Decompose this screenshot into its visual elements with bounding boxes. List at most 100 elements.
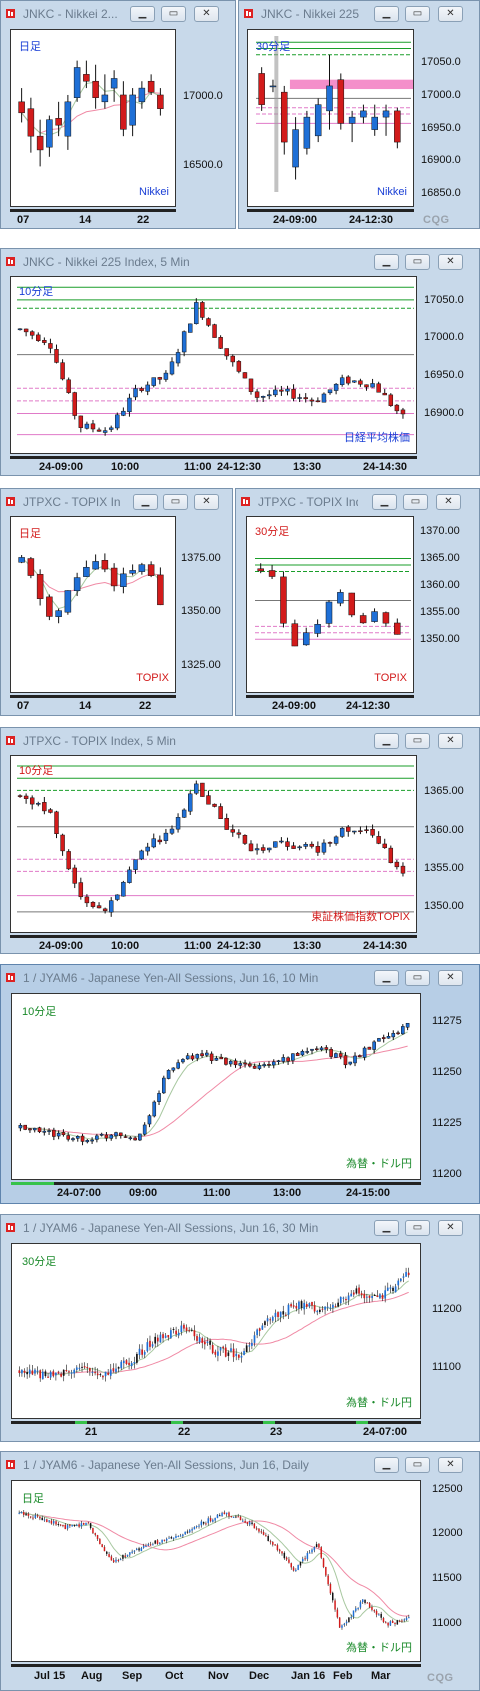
maximize-button[interactable]: ▭ (163, 494, 188, 510)
candle (278, 1548, 281, 1554)
candle-body (114, 1132, 118, 1137)
window-title: 1 / JYAM6 - Japanese Yen-All Sessions, J… (23, 1221, 319, 1235)
title-bar[interactable]: JTPXC - TOPIX In... ▁ ▭ ✕ (1, 489, 232, 515)
chart-window-yen-10min[interactable]: 1 / JYAM6 - Japanese Yen-All Sessions, J… (0, 964, 480, 1204)
candlestick-chart (18, 1267, 410, 1382)
close-button[interactable]: ✕ (438, 970, 463, 986)
candle (36, 119, 44, 167)
title-bar[interactable]: 1 / JYAM6 - Japanese Yen-All Sessions, J… (1, 1452, 479, 1478)
candle (194, 298, 199, 325)
maximize-button[interactable]: ▭ (405, 733, 430, 749)
candlestick-chart (18, 553, 164, 624)
plot-area[interactable]: 30分足 為替・ドル円 (11, 1243, 421, 1419)
plot-area[interactable]: 10分足 日経平均株価 (10, 276, 417, 454)
candle-body (129, 570, 136, 574)
maximize-button[interactable]: ▭ (161, 6, 186, 22)
title-bar[interactable]: JTPXC - TOPIX Ind... ▁ ▭ ✕ (236, 489, 479, 515)
minimize-button[interactable]: ▁ (374, 733, 399, 749)
close-button[interactable]: ✕ (438, 1220, 463, 1236)
candle-body (380, 1613, 382, 1618)
chart-window-yen-30min[interactable]: 1 / JYAM6 - Japanese Yen-All Sessions, J… (0, 1214, 480, 1442)
candle (343, 1622, 346, 1627)
title-bar[interactable]: JNKC - Nikkei 225 Index, 5 Min ▁ ▭ ✕ (1, 249, 479, 275)
candle-body (292, 1305, 295, 1307)
candle (182, 1533, 184, 1539)
plot-area[interactable]: 日足 為替・ドル円 (11, 1480, 421, 1662)
candle-body (201, 1338, 204, 1343)
candle-body (115, 1368, 117, 1372)
maximize-button[interactable]: ▭ (405, 1220, 430, 1236)
minimize-icon: ▁ (382, 256, 391, 267)
maximize-button[interactable]: ▭ (405, 970, 430, 986)
candle-body (209, 1517, 212, 1522)
candle-body (78, 1367, 81, 1369)
candle-body (133, 1361, 136, 1364)
chart-window-nikkei-daily[interactable]: JNKC - Nikkei 2... ▁ ▭ ✕ 日足 Nikkei 17000… (0, 0, 236, 229)
plot-area[interactable]: 30分足 TOPIX (246, 516, 414, 693)
candle-body (110, 1556, 113, 1561)
plot-area[interactable]: 10分足 東証株価指数TOPIX (10, 755, 417, 933)
candle-body (303, 397, 308, 400)
chart-window-topix-30min[interactable]: JTPXC - TOPIX Ind... ▁ ▭ ✕ 30分足 TOPIX 13… (235, 488, 480, 716)
chart-window-topix-5min[interactable]: JTPXC - TOPIX Index, 5 Min ▁ ▭ ✕ 10分足 東証… (0, 727, 480, 954)
close-button[interactable]: ✕ (438, 733, 463, 749)
candle-body (217, 1351, 219, 1356)
title-bar[interactable]: JTPXC - TOPIX Index, 5 Min ▁ ▭ ✕ (1, 728, 479, 754)
candle-body (334, 1600, 336, 1610)
session-bar (247, 209, 414, 212)
candle-body (329, 1583, 332, 1594)
candle (81, 1362, 83, 1373)
candle (18, 88, 25, 123)
minimize-button[interactable]: ▁ (374, 6, 399, 22)
candle-body (48, 343, 53, 349)
candle (248, 1061, 252, 1068)
candle (260, 1528, 263, 1534)
maximize-button[interactable]: ▭ (405, 1457, 430, 1473)
minimize-button[interactable]: ▁ (374, 970, 399, 986)
candle (46, 594, 53, 621)
minimize-button[interactable]: ▁ (374, 254, 399, 270)
candle (251, 1339, 253, 1350)
minimize-icon: ▁ (382, 735, 391, 746)
candle-body (92, 1528, 94, 1534)
title-bar[interactable]: 1 / JYAM6 - Japanese Yen-All Sessions, J… (1, 1215, 479, 1241)
candle (314, 1046, 319, 1052)
candle-body (90, 1139, 94, 1142)
candle (64, 590, 72, 615)
candle (55, 608, 62, 624)
candle-body (382, 843, 387, 849)
plot-area[interactable]: 30分足 Nikkei (247, 29, 414, 207)
candle-body (126, 1554, 129, 1557)
minimize-button[interactable]: ▁ (372, 494, 397, 510)
chart-window-topix-daily[interactable]: JTPXC - TOPIX In... ▁ ▭ ✕ 日足 TOPIX 1375.… (0, 488, 233, 716)
chart-window-nikkei-5min[interactable]: JNKC - Nikkei 225 Index, 5 Min ▁ ▭ ✕ 10分… (0, 248, 480, 476)
candle-body (377, 1038, 381, 1042)
title-bar[interactable]: JNKC - Nikkei 2... ▁ ▭ ✕ (1, 1, 235, 27)
plot-area[interactable]: 10分足 為替・ドル円 (11, 993, 421, 1180)
candle-body (223, 1512, 226, 1515)
plot-area[interactable]: 日足 Nikkei (10, 29, 176, 207)
candle-body (337, 1302, 339, 1307)
minimize-button[interactable]: ▁ (374, 1220, 399, 1236)
close-button[interactable]: ✕ (194, 494, 219, 510)
title-bar[interactable]: JNKC - Nikkei 225 ▁ ▭ ✕ (239, 1, 479, 27)
minimize-button[interactable]: ▁ (133, 494, 158, 510)
close-icon: ✕ (446, 8, 455, 19)
close-button[interactable]: ✕ (438, 254, 463, 270)
plot-area[interactable]: 日足 TOPIX (10, 516, 176, 693)
maximize-button[interactable]: ▭ (405, 254, 430, 270)
title-bar[interactable]: 1 / JYAM6 - Japanese Yen-All Sessions, J… (1, 965, 479, 991)
candle (364, 384, 369, 391)
close-button[interactable]: ✕ (194, 6, 219, 22)
chart-window-nikkei-30min[interactable]: JNKC - Nikkei 225 ▁ ▭ ✕ 30分足 Nikkei 1705… (238, 0, 480, 229)
close-button[interactable]: ✕ (438, 6, 463, 22)
minimize-button[interactable]: ▁ (374, 1457, 399, 1473)
close-button[interactable]: ✕ (438, 1457, 463, 1473)
maximize-button[interactable]: ▭ (403, 494, 428, 510)
minimize-button[interactable]: ▁ (130, 6, 155, 22)
close-button[interactable]: ✕ (436, 494, 461, 510)
maximize-button[interactable]: ▭ (405, 6, 430, 22)
candle-body (66, 379, 71, 393)
chart-window-yen-daily[interactable]: 1 / JYAM6 - Japanese Yen-All Sessions, J… (0, 1451, 480, 1691)
window-title: 1 / JYAM6 - Japanese Yen-All Sessions, J… (23, 971, 319, 985)
